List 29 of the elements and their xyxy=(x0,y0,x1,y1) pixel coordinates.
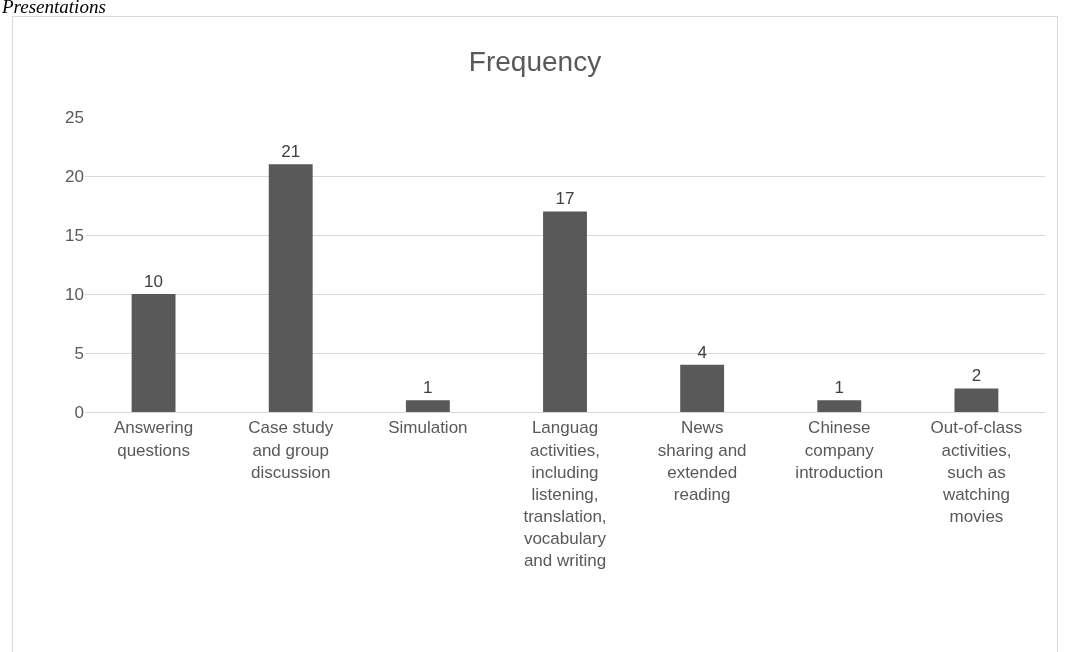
bar xyxy=(543,211,587,412)
bar xyxy=(131,294,176,412)
x-tick-label: Simulation xyxy=(388,418,468,438)
y-tick-label: 25 xyxy=(65,107,84,127)
y-tick-label: 20 xyxy=(65,166,84,186)
y-tick-label: 0 xyxy=(74,402,84,422)
x-tick-label: Answering questions xyxy=(113,418,194,460)
bar xyxy=(954,388,999,412)
data-label: 21 xyxy=(281,142,301,162)
bar xyxy=(817,400,862,412)
bar xyxy=(680,364,725,412)
data-label: 2 xyxy=(971,366,982,386)
data-label: 1 xyxy=(423,378,433,398)
x-tick-label: News sharing and extended reading xyxy=(657,418,747,504)
data-label: 10 xyxy=(144,272,164,291)
y-tick-label: 10 xyxy=(65,284,84,304)
data-label: 4 xyxy=(697,342,707,362)
x-tick-label: Case study and group discussion xyxy=(248,418,334,482)
x-tick-label: Out-of-class activities, such as watching movies xyxy=(930,418,1023,526)
bar xyxy=(268,164,313,412)
y-tick-label: 15 xyxy=(65,225,84,245)
data-label: 1 xyxy=(834,378,845,398)
y-tick-label: 5 xyxy=(74,343,84,363)
bar xyxy=(405,400,450,412)
data-label: 17 xyxy=(555,189,575,209)
text: Presentations xyxy=(2,0,106,18)
x-tick-label: Chinese company introduction xyxy=(795,418,884,482)
x-tick-label: Languag activities, including listening, translation, vocabulary and writing xyxy=(523,418,607,570)
chart-title: Frequency xyxy=(468,46,602,78)
